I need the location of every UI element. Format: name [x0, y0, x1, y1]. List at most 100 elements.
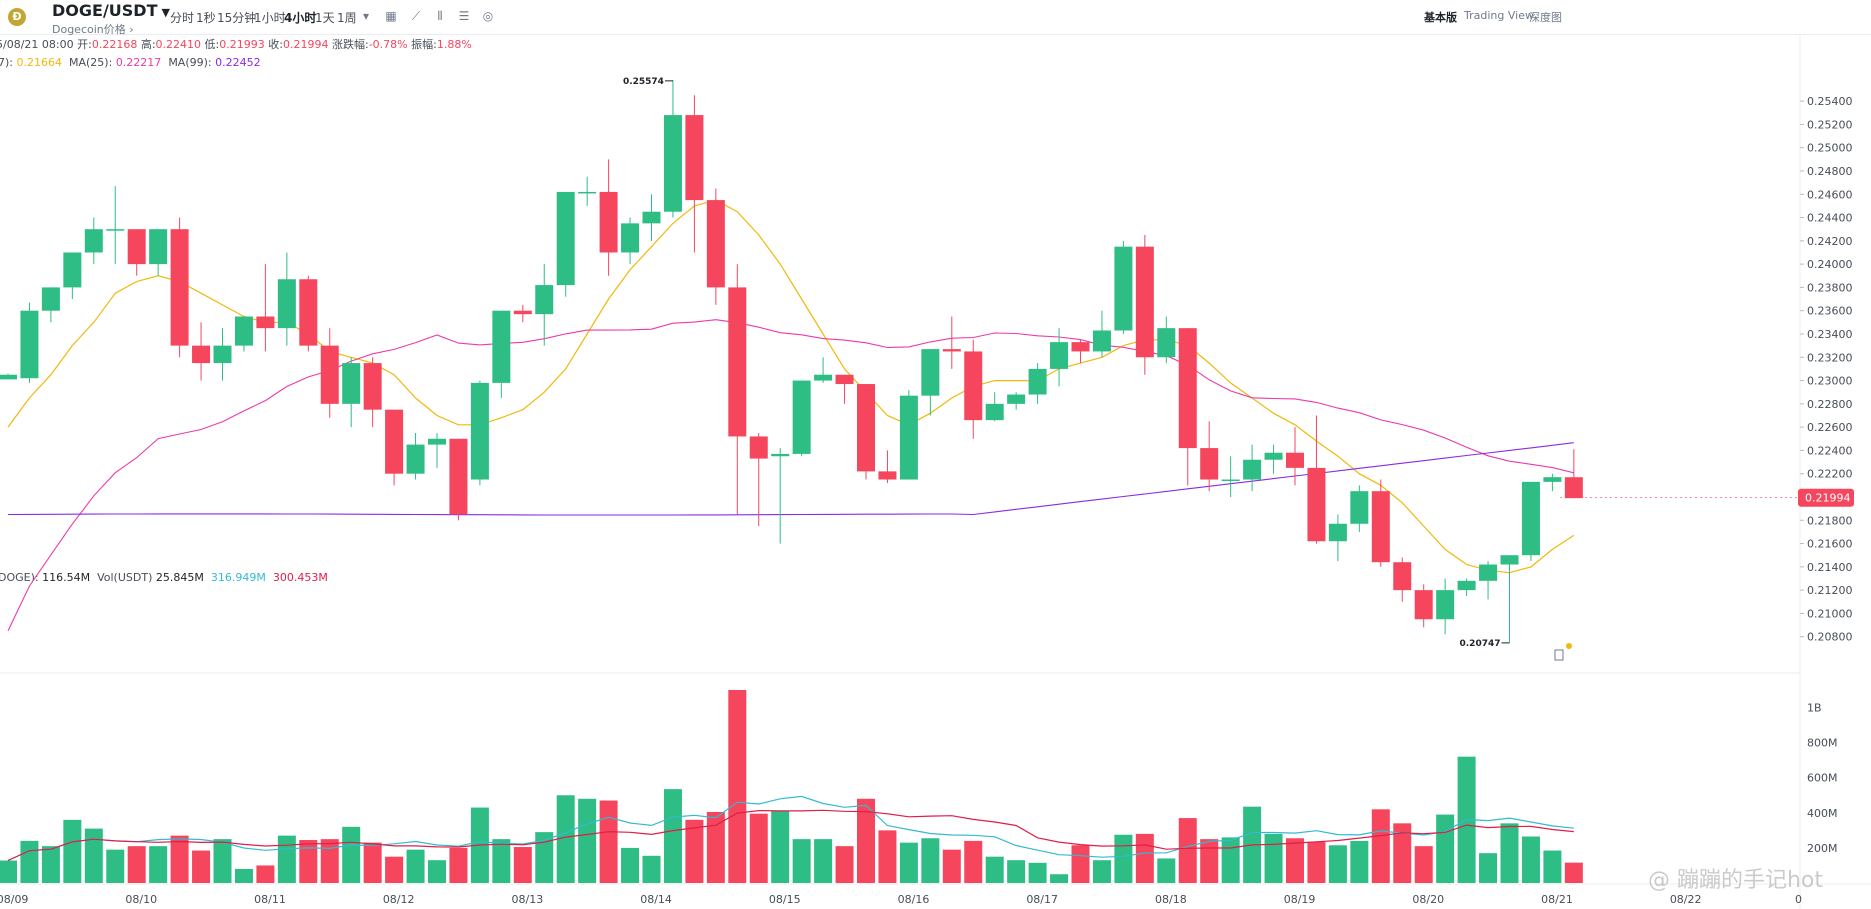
watermark: @ 蹦蹦的手记hot	[1648, 868, 1824, 893]
candle-body	[878, 471, 897, 480]
time-axis-label: 08/12	[383, 893, 415, 906]
volume-bar	[771, 811, 790, 883]
dogecoin-logo-icon: Ð	[8, 8, 26, 26]
settings-sliders-icon[interactable]: ☰	[458, 9, 470, 23]
more-intervals-chevron-icon[interactable]: ▾	[362, 9, 370, 23]
candle-body	[1243, 459, 1262, 480]
candle-body	[106, 229, 125, 231]
view-depth[interactable]: 深度图	[1529, 11, 1562, 24]
high-value: 0.22410	[155, 38, 202, 51]
volume-bar	[299, 840, 318, 883]
price-axis-label: 0.24200	[1807, 235, 1853, 248]
price-axis-label: 0.25400	[1807, 95, 1853, 108]
ohlc-legend: 5/08/21 08:00 开:0.22168 高:0.22410 低:0.21…	[0, 36, 472, 52]
current-price-tag	[1798, 488, 1854, 507]
candle-body	[1436, 590, 1455, 620]
candle-body	[63, 252, 82, 288]
volume-bar	[1521, 836, 1540, 883]
candle-body	[256, 316, 275, 329]
price-axis-label: 0.22600	[1807, 421, 1853, 434]
candle-body	[1521, 481, 1540, 556]
coin-subtitle[interactable]: Dogecoin价格 ›	[52, 21, 134, 37]
candle-body	[299, 279, 318, 346]
candle-body	[127, 229, 146, 265]
volume-bar	[213, 839, 232, 883]
candle-body	[170, 229, 189, 346]
volume-bar	[835, 846, 854, 883]
volume-bar	[878, 830, 897, 883]
interval-4h[interactable]: 4小时	[284, 11, 317, 25]
time-axis-label: 08/22	[1670, 893, 1702, 906]
ma7-label: 7):	[0, 56, 13, 69]
volume-bar	[728, 690, 747, 883]
chevron-right-icon[interactable]: ›	[129, 23, 134, 36]
legend-date: 5/08/21 08:00	[0, 38, 74, 51]
volume-bar	[1543, 850, 1562, 883]
volume-legend: DOGE): 116.54M Vol(USDT) 25.845M 316.949…	[0, 571, 328, 584]
price-axis-label: 0.22400	[1807, 444, 1853, 457]
candle-body	[942, 349, 961, 352]
calendar-icon[interactable]: ▦	[385, 9, 397, 23]
chart-type-icon[interactable]: ⫴	[437, 9, 443, 23]
coin-subtitle-text[interactable]: Dogecoin价格	[52, 23, 126, 36]
volume-bar	[406, 849, 425, 883]
candle-body	[535, 285, 554, 315]
pair-selector[interactable]: DOGE/USDT ▼	[52, 1, 170, 20]
interval-1h[interactable]: 1小时	[254, 11, 286, 25]
volume-bar	[642, 855, 661, 883]
candle-body	[513, 310, 532, 315]
target-icon[interactable]: ◎	[482, 9, 494, 23]
volume-bar	[1393, 823, 1412, 883]
volume-bar	[1286, 838, 1304, 883]
candle-body	[1157, 328, 1176, 358]
view-tradingview[interactable]: Trading View	[1464, 9, 1534, 22]
price-axis-label: 0.24400	[1807, 212, 1853, 225]
ma25-label: MA(25):	[69, 56, 113, 69]
candle-body	[792, 380, 811, 454]
candle-body	[1286, 452, 1304, 468]
caret-down-icon[interactable]: ▼	[161, 6, 170, 19]
candle-body	[277, 279, 296, 329]
volume-axis-label: 400M	[1807, 807, 1838, 820]
volume-bar	[1050, 874, 1069, 883]
time-axis-label: 08/19	[1284, 893, 1316, 906]
high-label: 高:	[140, 38, 156, 51]
time-axis-label: 08/14	[640, 893, 672, 906]
volume-axis-label: 200M	[1807, 842, 1838, 855]
change-value: -0.78%	[368, 38, 408, 51]
price-axis-label: 0.20800	[1807, 631, 1853, 644]
pair-title[interactable]: DOGE/USDT	[52, 1, 158, 20]
candle-body	[470, 382, 489, 480]
candle-body	[234, 316, 253, 346]
volume-bar	[578, 798, 597, 883]
interval-15m[interactable]: 15分钟	[217, 11, 257, 25]
price-axis-label: 0.21200	[1807, 584, 1853, 597]
candle-body	[0, 374, 17, 380]
interval-1d[interactable]: 1天	[315, 11, 335, 25]
event-note-icon	[1554, 649, 1564, 661]
interval-time[interactable]: 分时	[170, 11, 195, 25]
volume-bar	[1264, 833, 1283, 883]
interval-1s[interactable]: 1秒	[196, 11, 216, 25]
volume-bar	[1436, 814, 1455, 883]
volume-bar	[256, 865, 275, 883]
price-axis-label: 0.22800	[1807, 398, 1853, 411]
volume-bar	[1564, 862, 1583, 883]
volume-bar	[1178, 818, 1197, 883]
volume-bar	[363, 842, 382, 883]
price-axis-label: 0.24600	[1807, 188, 1853, 201]
volume-bar	[1307, 841, 1326, 883]
candle-body	[621, 223, 640, 253]
volume-bar	[1092, 860, 1111, 883]
candlestick-series	[0, 80, 1583, 643]
top-toolbar	[0, 0, 1871, 35]
volume-bar	[985, 856, 1004, 883]
price-axis-label: 0.23600	[1807, 305, 1853, 318]
interval-1w[interactable]: 1周	[337, 11, 357, 25]
view-basic[interactable]: 基本版	[1424, 11, 1457, 24]
volume-bar	[749, 813, 768, 883]
candle-body	[749, 436, 768, 459]
volume-bar	[1135, 833, 1154, 883]
indicator-icon[interactable]: ⟋	[411, 9, 421, 23]
